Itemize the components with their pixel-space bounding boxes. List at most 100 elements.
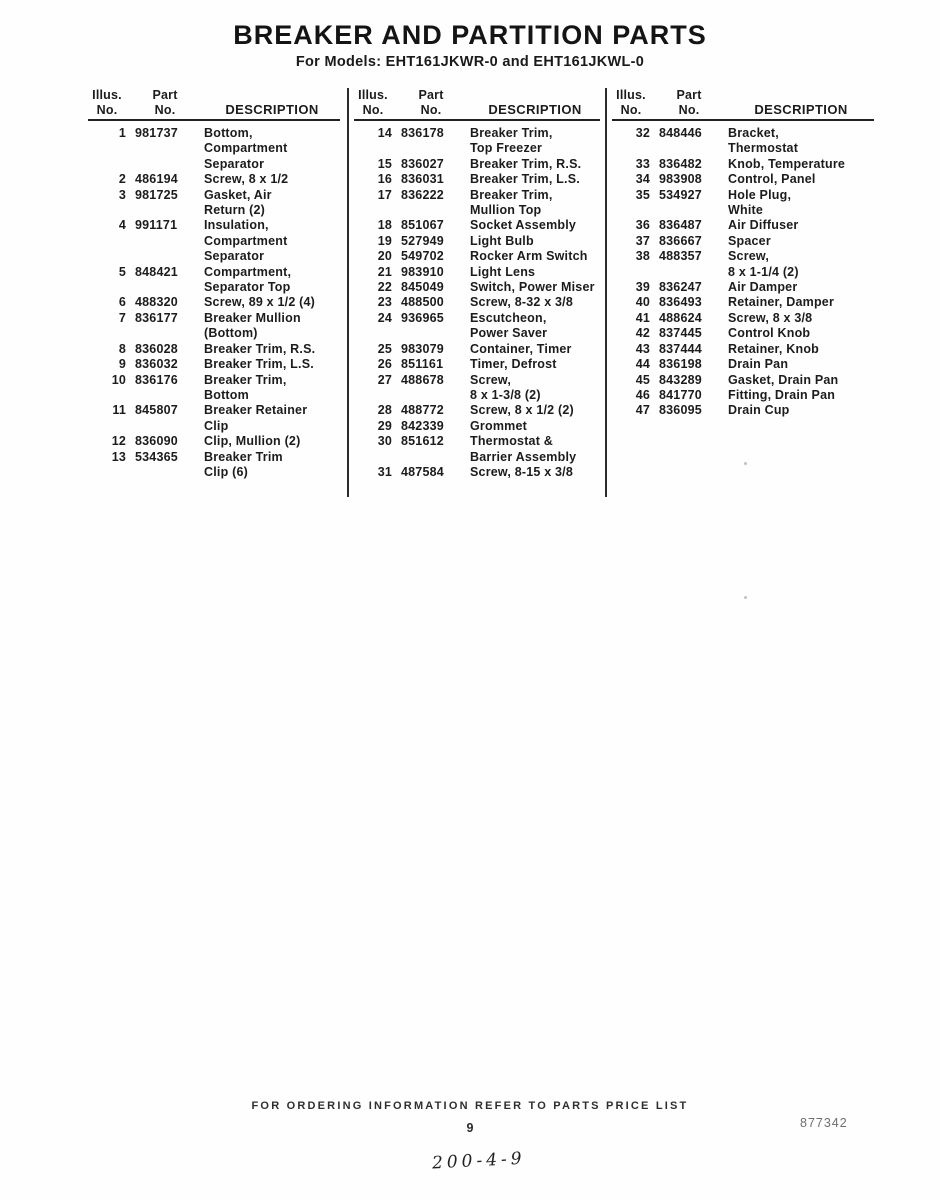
- table-row: 15 836027 Breaker Trim, R.S.: [354, 157, 600, 172]
- part-no-cell: 981737: [135, 126, 178, 140]
- part-no-cell: 486194: [135, 172, 178, 187]
- part-no-cell: 843289: [659, 372, 702, 387]
- description-cell: Breaker Trim, Mullion Top: [470, 188, 600, 219]
- part-no-cell: 836493: [659, 295, 702, 310]
- part-no-cell: 488772: [401, 403, 444, 418]
- column-rows: 32 848446 Bracket, Thermostat 33 836482 Knob, …: [612, 126, 874, 419]
- part-no-cell: 836027: [401, 156, 444, 171]
- description-line: Rocker Arm Switch: [470, 249, 588, 264]
- illus-no-cell: 46: [635, 387, 650, 402]
- description-line: Power Saver: [470, 326, 548, 341]
- part-no-cell: 983910: [401, 264, 444, 279]
- table-row: 18 851067 Socket Assembly: [354, 218, 600, 233]
- description-line: Bottom,: [204, 126, 253, 140]
- part-no-cell: 488320: [135, 295, 178, 310]
- part-no-cell: 836177: [135, 310, 178, 325]
- description-line: Clip, Mullion (2): [204, 434, 301, 449]
- illus-no-cell: 31: [377, 464, 392, 479]
- description-cell: Timer, Defrost: [470, 357, 600, 372]
- document-number: 877342: [800, 1116, 848, 1130]
- description-cell: Retainer, Knob: [728, 342, 874, 357]
- part-no-header: Part No.: [676, 88, 702, 117]
- part-no-cell: 527949: [401, 233, 444, 248]
- description-line: Compartment: [204, 233, 288, 248]
- parts-column-left: Illus. No. Part No. DESCRIPTION 1 981737 B…: [88, 88, 340, 480]
- description-cell: Thermostat & Barrier Assembly: [470, 434, 600, 465]
- table-row: 45 843289 Gasket, Drain Pan: [612, 373, 874, 388]
- illus-no-cell: 18: [377, 218, 392, 233]
- table-row: 43 837444 Retainer, Knob: [612, 342, 874, 357]
- table-row: 46 841770 Fitting, Drain Pan: [612, 388, 874, 403]
- part-no-cell: 836487: [659, 218, 702, 233]
- part-no-cell: 851612: [401, 434, 444, 449]
- illus-no-cell: 38: [635, 249, 650, 264]
- description-cell: Fitting, Drain Pan: [728, 388, 874, 403]
- description-line: Thermostat &: [470, 434, 553, 449]
- description-line: Drain Cup: [728, 403, 790, 418]
- illus-no-cell: 25: [377, 341, 392, 356]
- illus-no-header: Illus. No.: [358, 88, 388, 117]
- table-row: 42 837445 Control Knob: [612, 326, 874, 341]
- description-line: Clip: [204, 418, 229, 433]
- illus-no-cell: 41: [635, 310, 650, 325]
- table-row: 14 836178 Breaker Trim, Top Freezer: [354, 126, 600, 157]
- table-row: 22 845049 Switch, Power Miser: [354, 280, 600, 295]
- description-line: Breaker Trim: [204, 449, 283, 464]
- illus-no-cell: 6: [118, 295, 126, 310]
- illus-no-cell: 16: [377, 172, 392, 187]
- description-line: Bracket,: [728, 126, 779, 140]
- description-line: Grommet: [470, 418, 527, 433]
- description-cell: Knob, Temperature: [728, 157, 874, 172]
- description-line: Breaker Trim, R.S.: [470, 156, 582, 171]
- description-line: Gasket, Drain Pan: [728, 372, 839, 387]
- description-cell: Breaker Trim, Bottom: [204, 373, 340, 404]
- illus-no-cell: 26: [377, 357, 392, 372]
- description-line: Top Freezer: [470, 141, 543, 156]
- description-line: Compartment: [204, 141, 288, 156]
- description-line: Thermostat: [728, 141, 799, 156]
- part-no-cell: 936965: [401, 310, 444, 325]
- description-line: Timer, Defrost: [470, 357, 557, 372]
- part-no-cell: 841770: [659, 387, 702, 402]
- description-line: Breaker Trim, R.S.: [204, 341, 316, 356]
- part-no-cell: 837445: [659, 326, 702, 341]
- description-line: Control Knob: [728, 326, 811, 341]
- description-cell: Socket Assembly: [470, 218, 600, 233]
- description-line: Screw,: [470, 372, 512, 387]
- part-no-cell: 836095: [659, 403, 702, 418]
- table-row: 6 488320 Screw, 89 x 1/2 (4): [88, 295, 340, 310]
- column-header: Illus. No. Part No. DESCRIPTION: [354, 88, 600, 121]
- column-rows: 1 981737 Bottom, Compartment Separator 2 48619…: [88, 126, 340, 480]
- description-cell: Grommet: [470, 419, 600, 434]
- table-row: 10 836176 Breaker Trim, Bottom: [88, 373, 340, 404]
- description-line: Switch, Power Miser: [470, 280, 595, 295]
- description-cell: Spacer: [728, 234, 874, 249]
- description-cell: Compartment, Separator Top: [204, 265, 340, 296]
- part-no-cell: 836247: [659, 280, 702, 295]
- part-no-cell: 836222: [401, 187, 444, 202]
- illus-no-cell: 40: [635, 295, 650, 310]
- description-cell: Insulation, Compartment Separator: [204, 218, 340, 264]
- column-header: Illus. No. Part No. DESCRIPTION: [612, 88, 874, 121]
- table-row: 34 983908 Control, Panel: [612, 172, 874, 187]
- column-rows: 14 836178 Breaker Trim, Top Freezer 15 836027…: [354, 126, 600, 480]
- table-row: 25 983079 Container, Timer: [354, 342, 600, 357]
- illus-no-header: Illus. No.: [616, 88, 646, 117]
- description-cell: Gasket, Air Return (2): [204, 188, 340, 219]
- illus-no-cell: 30: [377, 434, 392, 449]
- description-cell: Screw, 8-15 x 3/8: [470, 465, 600, 480]
- part-no-cell: 836031: [401, 172, 444, 187]
- description-cell: Breaker Retainer Clip: [204, 403, 340, 434]
- footer-ordering-note: FOR ORDERING INFORMATION REFER TO PARTS …: [251, 1100, 689, 1112]
- description-line: (Bottom): [204, 326, 258, 341]
- illus-no-cell: 13: [111, 449, 126, 464]
- part-no-cell: 836090: [135, 434, 178, 449]
- description-line: Air Diffuser: [728, 218, 799, 233]
- description-line: Breaker Trim,: [470, 126, 553, 140]
- description-line: Retainer, Damper: [728, 295, 835, 310]
- description-line: Screw, 8 x 1/2 (2): [470, 403, 574, 418]
- illus-no-cell: 33: [635, 156, 650, 171]
- illus-no-cell: 24: [377, 310, 392, 325]
- part-no-cell: 845807: [135, 403, 178, 418]
